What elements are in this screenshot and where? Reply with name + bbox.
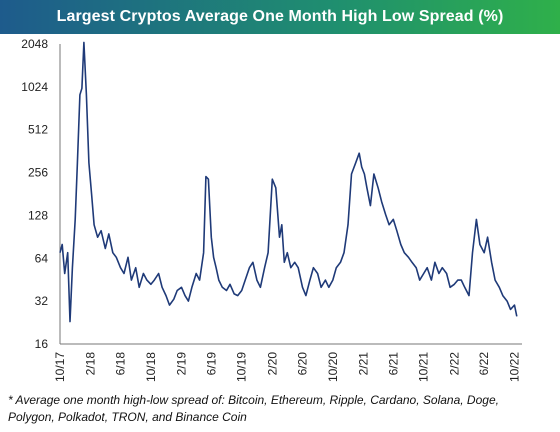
x-tick-label: 2/20 <box>265 352 279 376</box>
x-tick-label: 10/19 <box>235 352 249 382</box>
x-tick-label: 10/18 <box>144 352 158 382</box>
x-tick-label: 10/22 <box>508 352 522 382</box>
x-tick-label: 2/18 <box>84 352 98 376</box>
footnote-line-1: * Average one month high-low spread of: … <box>8 393 499 407</box>
footnote-line-2: Polygon, Polkadot, TRON, and Binance Coi… <box>8 410 247 424</box>
x-tick-label: 10/17 <box>53 352 67 382</box>
x-tick-label: 6/20 <box>295 352 309 376</box>
x-tick-label: 6/22 <box>477 352 491 376</box>
x-tick-label: 2/22 <box>447 352 461 376</box>
y-tick-label: 256 <box>28 166 48 180</box>
x-axis: 10/17 2/18 6/18 10/18 2/19 6/19 10/19 2/20 6/20 1… <box>53 343 522 382</box>
x-tick-label: 10/21 <box>417 352 431 382</box>
y-tick-label: 1024 <box>21 80 48 94</box>
chart-title: Largest Cryptos Average One Month High L… <box>56 8 504 25</box>
x-tick-label: 10/20 <box>326 352 340 382</box>
y-tick-label: 128 <box>28 208 48 222</box>
y-axis: 16 32 64 128 256 512 1024 2048 <box>21 37 61 351</box>
series-group <box>59 41 518 323</box>
y-tick-label: 32 <box>35 294 49 308</box>
x-tick-label: 2/21 <box>356 352 370 376</box>
footnote: * Average one month high-low spread of: … <box>8 392 556 426</box>
x-tick-label: 6/18 <box>113 352 127 376</box>
x-tick-label: 6/21 <box>386 352 400 376</box>
x-tick-label: 6/19 <box>204 352 218 376</box>
y-tick-label: 2048 <box>21 37 48 51</box>
x-tick-label: 2/19 <box>174 352 188 376</box>
y-tick-label: 16 <box>35 337 49 351</box>
series-line <box>59 41 518 323</box>
y-tick-label: 512 <box>28 123 48 137</box>
y-tick-label: 64 <box>35 251 49 265</box>
chart-title-bar: Largest Cryptos Average One Month High L… <box>0 0 560 34</box>
